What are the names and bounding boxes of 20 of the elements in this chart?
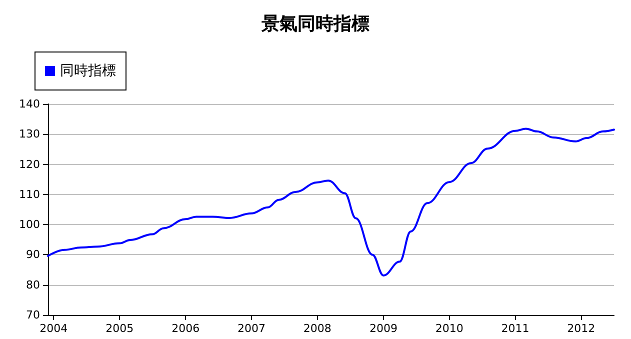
y-tick-label: 80 (26, 278, 40, 292)
x-tick-label: 2012 (567, 322, 596, 335)
y-tick-label: 120 (19, 158, 40, 171)
y-tick-label: 110 (19, 188, 40, 201)
y-tick-label: 90 (26, 248, 40, 262)
line-series (47, 128, 615, 277)
x-tick-label: 2006 (172, 322, 200, 335)
x-tick-label: 2010 (435, 322, 464, 335)
x-tick-label: 2011 (501, 322, 530, 335)
y-tick-label: 100 (19, 218, 40, 232)
y-tick-label: 140 (19, 98, 40, 110)
x-tick-label: 2007 (237, 322, 266, 335)
x-tick-label: 2005 (106, 322, 134, 335)
legend-label: 同時指標 (60, 63, 116, 79)
x-tick-label: 2008 (303, 322, 332, 335)
x-tick-label: 2004 (40, 322, 68, 335)
chart-title: 景氣同時指標 (260, 14, 370, 34)
y-tick-label: 130 (19, 128, 40, 141)
x-tick-label: 2009 (369, 322, 398, 335)
y-tick-label: 70 (26, 308, 40, 322)
